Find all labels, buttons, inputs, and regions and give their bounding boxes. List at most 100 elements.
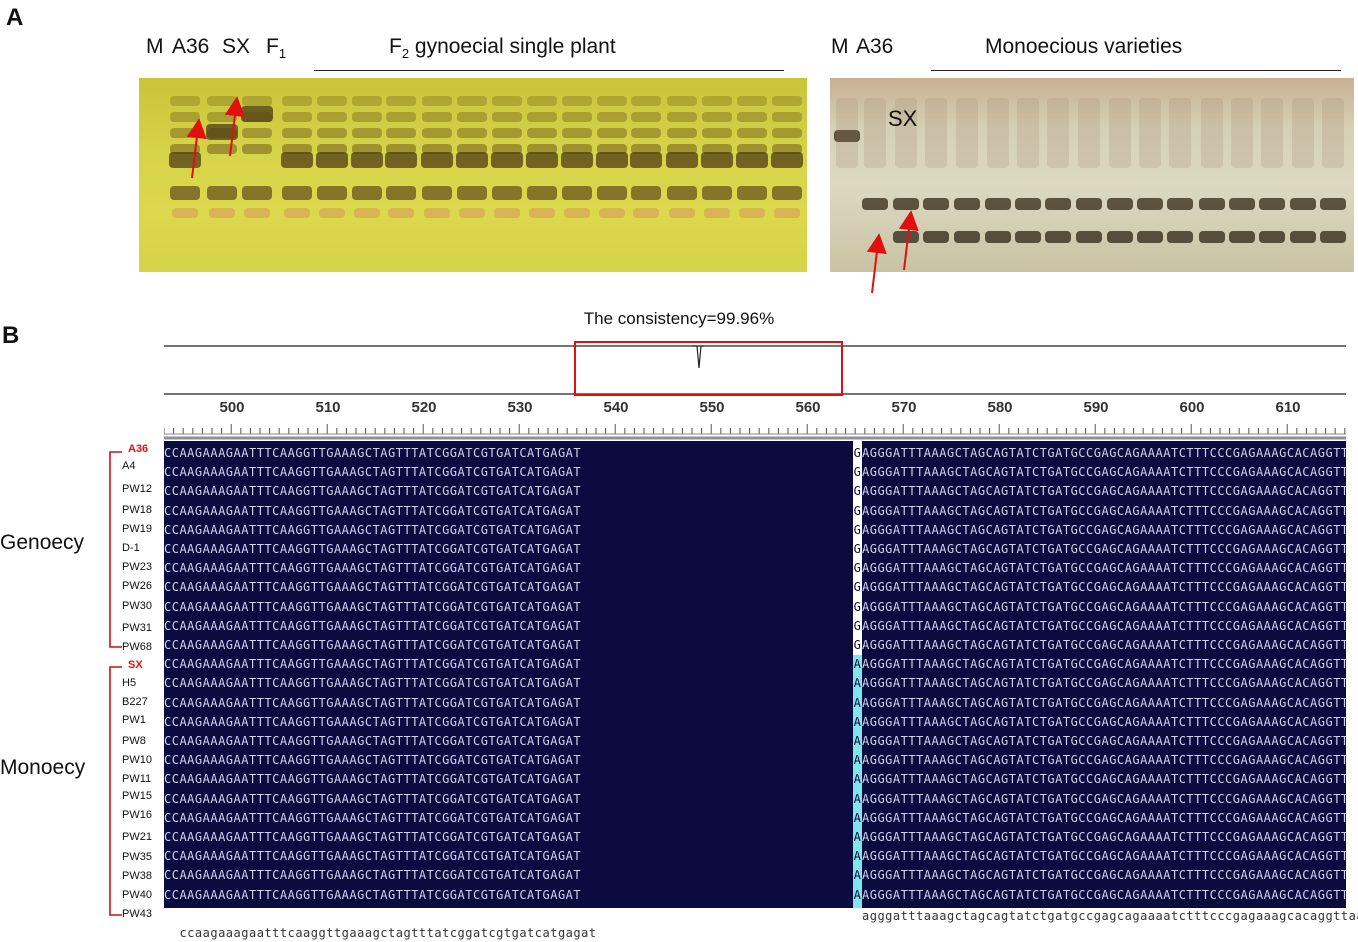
ruler-label: 550	[699, 399, 725, 416]
consistency-plot	[164, 341, 1346, 396]
ruler-ticks	[164, 424, 1346, 440]
alignment-row: CCAAGAAAGAATTTCAAGGTTGAAAGCTAGTTTATCGGAT…	[164, 521, 1346, 540]
ruler-label: 570	[891, 399, 917, 416]
alignment-row: CCAAGAAAGAATTTCAAGGTTGAAAGCTAGTTTATCGGAT…	[164, 559, 1346, 578]
arrow-a36-right	[866, 233, 887, 294]
panel-letter-b: B	[2, 322, 20, 349]
panel-letter-a: A	[6, 4, 24, 31]
arrow-sx-right	[898, 210, 919, 271]
sequence-name: PW11	[122, 773, 152, 785]
alignment-row: CCAAGAAAGAATTTCAAGGTTGAAAGCTAGTTTATCGGAT…	[164, 655, 1346, 674]
snp-base: A	[853, 657, 862, 672]
sequence-name: PW1	[122, 714, 146, 726]
snp-base: A	[853, 849, 862, 864]
sequence-name: D-1	[122, 542, 140, 554]
lane-label-a36-left: A36	[172, 35, 210, 58]
sequence-name: PW8	[122, 735, 146, 747]
ruler-label: 600	[1179, 399, 1205, 416]
snp-base: G	[853, 503, 862, 518]
sequence-name: PW38	[122, 870, 152, 882]
ruler-label: 530	[507, 399, 533, 416]
snp-base: A	[853, 905, 862, 908]
alignment-row: CCAAGAAAGAATTTCAAGGTTGAAAGCTAGTTTATCGGAT…	[164, 674, 1346, 693]
snp-base: G	[853, 484, 862, 499]
sequence-name: PW23	[122, 561, 152, 573]
sequence-name: PW19	[122, 523, 152, 535]
sequence-name: SX	[128, 659, 143, 671]
snp-base: A	[853, 772, 862, 787]
alignment-row: CCAAGAAAGAATTTCAAGGTTGAAAGCTAGTTTATCGGAT…	[164, 905, 1346, 908]
alignment-row: CCAAGAAAGAATTTCAAGGTTGAAAGCTAGTTTATCGGAT…	[164, 482, 1346, 501]
alignment-block: CCAAGAAAGAATTTCAAGGTTGAAAGCTAGTTTATCGGAT…	[164, 441, 1346, 908]
group-label-monoecious: Monoecious varieties	[985, 35, 1183, 58]
highlight-box	[574, 341, 843, 396]
group-label-monoecy: Monoecy	[0, 756, 86, 779]
alignment-row: CCAAGAAAGAATTTCAAGGTTGAAAGCTAGTTTATCGGAT…	[164, 713, 1346, 732]
sequence-name: B227	[122, 696, 148, 708]
alignment-row: CCAAGAAAGAATTTCAAGGTTGAAAGCTAGTTTATCGGAT…	[164, 828, 1346, 847]
bracket-genoecy	[109, 451, 122, 648]
lane-label-m-right: M	[831, 35, 849, 58]
snp-base: A	[853, 887, 862, 902]
snp-base: G	[853, 522, 862, 537]
sequence-name: PW40	[122, 889, 152, 901]
sequence-name: PW15	[122, 790, 152, 802]
alignment-row: CCAAGAAAGAATTTCAAGGTTGAAAGCTAGTTTATCGGAT…	[164, 463, 1346, 482]
lane-label-m-left: M	[146, 35, 164, 58]
ruler-numbers: 500 510 520 530 540 550 560 570 580 590 600 610	[0, 399, 1358, 419]
snp-base: A	[853, 734, 862, 748]
alignment-row: CCAAGAAAGAATTTCAAGGTTGAAAGCTAGTTTATCGGAT…	[164, 790, 1346, 809]
group-underline-monoecious	[931, 70, 1341, 71]
alignment-row: CCAAGAAAGAATTTCAAGGTTGAAAGCTAGTTTATCGGAT…	[164, 502, 1346, 521]
alignment-row: CCAAGAAAGAATTTCAAGGTTGAAAGCTAGTTTATCGGAT…	[164, 809, 1346, 828]
arrow-overlay	[186, 96, 919, 294]
ruler-label: 610	[1275, 399, 1301, 416]
snp-base: G	[853, 638, 862, 652]
sequence-name: PW35	[122, 851, 152, 863]
alignment-row: CCAAGAAAGAATTTCAAGGTTGAAAGCTAGTTTATCGGAT…	[164, 732, 1346, 751]
group-underline-f2	[314, 70, 784, 71]
alignment-row: CCAAGAAAGAATTTCAAGGTTGAAAGCTAGTTTATCGGAT…	[164, 886, 1346, 905]
sequence-name: PW43	[122, 908, 152, 920]
snp-base: A	[853, 753, 862, 768]
consistency-dip	[692, 345, 704, 369]
arrow-sx-left	[224, 96, 245, 157]
alignment-row: CCAAGAAAGAATTTCAAGGTTGAAAGCTAGTTTATCGGAT…	[164, 598, 1346, 617]
alignment-row: CCAAGAAAGAATTTCAAGGTTGAAAGCTAGTTTATCGGAT…	[164, 770, 1346, 789]
consistency-label: The consistency=99.96%	[583, 309, 775, 328]
lane-label-sx-left: SX	[222, 35, 251, 58]
alignment-row: CCAAGAAAGAATTTCAAGGTTGAAAGCTAGTTTATCGGAT…	[164, 540, 1346, 559]
alignment-row: CCAAGAAAGAATTTCAAGGTTGAAAGCTAGTTTATCGGAT…	[164, 847, 1346, 866]
sequence-name: PW21	[122, 831, 152, 843]
sequence-name: PW18	[122, 504, 152, 516]
sequence-name: PW10	[122, 754, 152, 766]
sequence-name: A4	[122, 460, 136, 472]
alignment-row: CCAAGAAAGAATTTCAAGGTTGAAAGCTAGTTTATCGGAT…	[164, 636, 1346, 655]
snp-base: A	[853, 830, 862, 844]
ruler-label: 500	[219, 399, 245, 416]
group-label-genoecy: Genoecy	[0, 531, 85, 554]
arrow-a36-left	[186, 118, 207, 179]
snp-base: G	[853, 561, 862, 576]
ruler-label: 580	[987, 399, 1013, 416]
gel-image-left	[139, 78, 807, 272]
sequence-name: H5	[122, 677, 137, 689]
consensus-sequence: ccaagaaagaatttcaaggttgaaagctagtttatcggat…	[179, 909, 1358, 940]
group-label-f2-gynoecial: F2 gynoecial single plant	[389, 35, 616, 62]
gel-image-right	[830, 78, 1354, 272]
snp-base: A	[853, 714, 862, 729]
alignment-row: CCAAGAAAGAATTTCAAGGTTGAAAGCTAGTTTATCGGAT…	[164, 444, 1346, 463]
ruler-label: 520	[411, 399, 437, 416]
snp-base: A	[853, 810, 862, 825]
ruler-label: 560	[795, 399, 821, 416]
snp-base: A	[853, 695, 862, 710]
snp-base: G	[853, 446, 862, 460]
sequence-name: PW26	[122, 580, 152, 592]
snp-base: G	[853, 618, 862, 633]
snp-base: G	[853, 542, 862, 556]
alignment-row: CCAAGAAAGAATTTCAAGGTTGAAAGCTAGTTTATCGGAT…	[164, 617, 1346, 636]
sequence-name: A36	[128, 443, 149, 455]
snp-base: A	[853, 791, 862, 806]
alignment-row: CCAAGAAAGAATTTCAAGGTTGAAAGCTAGTTTATCGGAT…	[164, 694, 1346, 713]
sequence-name: PW16	[122, 809, 152, 821]
